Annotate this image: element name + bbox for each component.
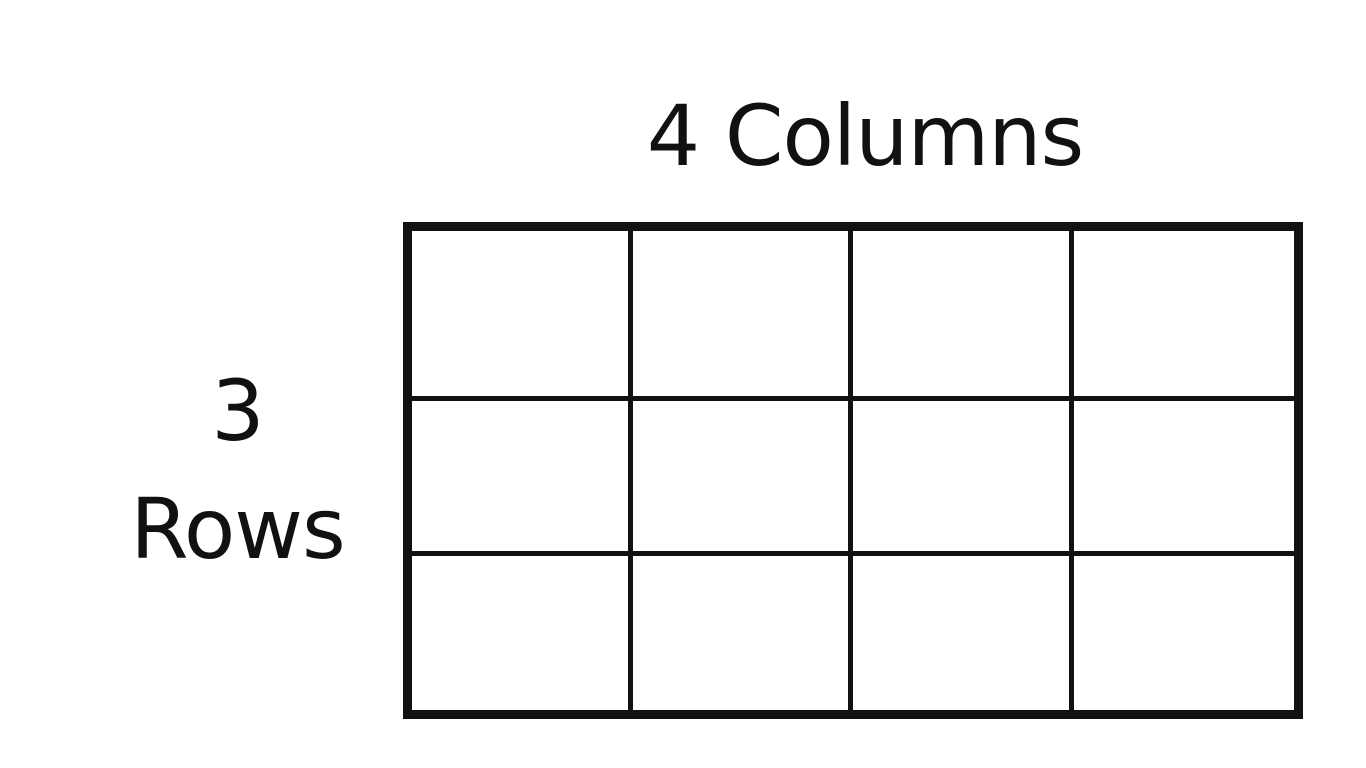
grid-cell-r3-c1: [412, 556, 633, 710]
grid-cell-r2-c1: [412, 401, 633, 556]
columns-label: 4 Columns: [646, 87, 1085, 185]
grid-cell-r2-c4: [1073, 401, 1294, 556]
grid-cell-r2-c3: [853, 401, 1074, 556]
rows-word: Rows: [130, 480, 345, 578]
grid-cell-r1-c2: [632, 231, 853, 401]
grid-table: [403, 222, 1303, 719]
grid-cell-r1-c3: [853, 231, 1074, 401]
rows-count: 3: [211, 362, 264, 460]
grid-cell-r3-c2: [632, 556, 853, 710]
grid-cell-r1-c4: [1073, 231, 1294, 401]
grid-cell-r1-c1: [412, 231, 633, 401]
grid-cell-r3-c4: [1073, 556, 1294, 710]
grid-cell-r2-c2: [632, 401, 853, 556]
grid-cell-r3-c3: [853, 556, 1074, 710]
rows-label: 3 Rows: [100, 352, 375, 588]
